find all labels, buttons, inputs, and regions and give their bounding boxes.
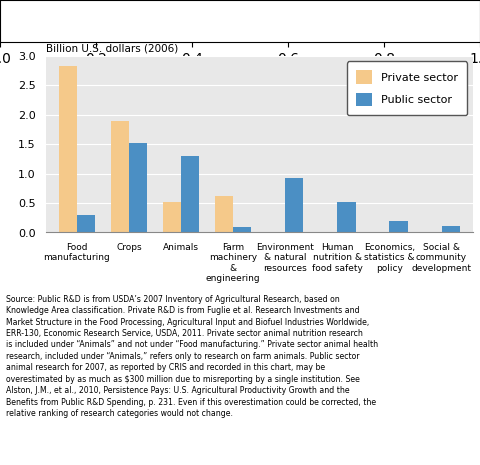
Bar	[215, 196, 233, 232]
Bar	[59, 66, 77, 232]
Bar	[181, 156, 199, 232]
Bar	[233, 226, 252, 232]
Text: Billion U.S. dollars (2006): Billion U.S. dollars (2006)	[46, 44, 178, 54]
Bar	[285, 178, 303, 232]
Bar	[163, 202, 181, 232]
Text: Allocation of research expenditures by topic area in 2007: Allocation of research expenditures by t…	[6, 14, 437, 27]
Bar	[442, 226, 460, 232]
Legend: Private sector, Public sector: Private sector, Public sector	[347, 61, 467, 115]
Bar	[337, 202, 356, 232]
Bar	[77, 215, 95, 232]
Bar	[389, 221, 408, 232]
Bar	[111, 120, 129, 232]
Text: Source: Public R&D is from USDA’s 2007 Inventory of Agricultural Research, based: Source: Public R&D is from USDA’s 2007 I…	[6, 295, 378, 418]
Bar	[129, 143, 147, 232]
